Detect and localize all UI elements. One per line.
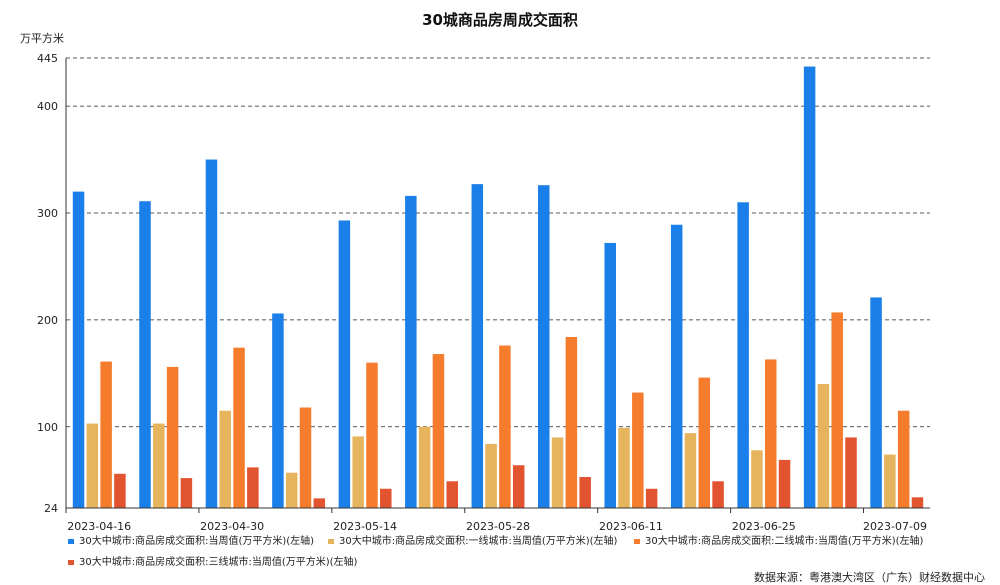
legend-swatch [634,539,640,544]
legend: 30大中城市:商品房成交面积:当周值(万平方米)(左轴) 30大中城市:商品房成交… [68,534,924,568]
bar-2023-04-30-s3 [233,347,245,508]
bar-2023-05-28-s3 [499,345,511,508]
bar-2023-07-09-s1 [870,297,882,508]
bar-2023-07-02-s4 [845,437,857,508]
x-tick-label: 2023-05-28 [466,520,530,533]
bar-2023-05-07-s2 [285,472,298,508]
bar-2023-05-14-s3 [366,362,378,508]
bar-2023-05-21-s1 [405,195,417,508]
bar-2023-05-21-s2 [418,426,431,508]
bar-2023-07-02-s2 [817,384,830,508]
x-tick-label: 2023-07-09 [863,520,927,533]
bar-2023-04-16-s3 [100,361,112,508]
x-tick-label: 2023-06-11 [599,520,663,533]
bar-2023-07-09-s2 [884,454,896,508]
x-tick-label: 2023-04-30 [200,520,264,533]
bar-2023-06-25-s3 [764,359,777,508]
legend-swatch [328,539,334,544]
y-axis-label: 万平方米 [20,31,64,45]
bar-2023-06-25-s1 [737,202,749,508]
x-tick-label: 2023-06-25 [732,520,796,533]
y-tick-label: 100 [37,421,58,434]
bar-2023-05-07-s4 [313,498,326,508]
axes: 2023-04-16 2023-04-30 2023-05-14 2023-05-28… [65,58,930,533]
legend-swatch [68,560,74,565]
bar-2023-06-25-s2 [751,450,763,508]
bar-2023-05-14-s4 [380,488,392,508]
chart-title: 30城商品房周成交面积 [422,11,578,29]
bar-2023-04-30-s1 [205,159,218,508]
legend-label: 30大中城市:商品房成交面积:三线城市:当周值(万平方米)(左轴) [79,555,358,568]
bar-2023-05-14-s2 [352,436,364,508]
bar-2023-07-02-s1 [803,66,816,508]
bars [72,66,924,508]
y-tick-label: 300 [37,207,58,220]
bar-2023-06-11-s1 [604,242,616,508]
bar-2023-04-30-s4 [247,467,259,508]
bar-2023-07-02-s3 [831,312,843,508]
legend-label: 30大中城市:商品房成交面积:一线城市:当周值(万平方米)(左轴) [339,534,618,547]
bar-2023-07-09-s4 [911,497,924,508]
bar-2023-05-28-s2 [485,443,497,508]
bar-2023-06-04-s3 [565,336,578,508]
bar-2023-07-09-s3 [897,410,910,508]
y-tick-label: 24 [44,502,58,515]
bar-2023-06-11-s2 [618,427,630,508]
bar-2023-05-28-s1 [471,184,484,508]
bar-2023-06-11-s3 [632,392,644,508]
bar-2023-05-07-s3 [299,407,312,508]
bar-2023-04-16-s1 [72,191,85,508]
bar-2023-05-21-s4 [446,481,458,508]
bar-2023-06-18-s2 [684,433,697,508]
bar-2023-06-18-s3 [698,377,711,508]
bar-2023-04-23-s1 [139,201,151,508]
bar-2023-06-25-s4 [778,459,791,508]
bar-2023-06-04-s1 [538,185,550,508]
y-tick-label: 445 [37,52,58,65]
x-tick-label: 2023-04-16 [67,520,131,533]
bar-2023-04-16-s4 [114,473,126,508]
bar-2023-04-23-s4 [180,478,193,508]
legend-label: 30大中城市:商品房成交面积:二线城市:当周值(万平方米)(左轴) [645,534,924,547]
bar-2023-05-21-s3 [432,354,445,508]
bar-2023-04-30-s2 [219,410,232,508]
bar-2023-06-18-s1 [670,224,683,508]
bar-2023-05-28-s4 [512,465,525,508]
legend-swatch [68,539,74,544]
bar-2023-05-07-s1 [272,313,284,508]
bar-2023-04-23-s3 [166,366,179,508]
y-tick-label: 200 [37,314,58,327]
source-note: 数据来源：粤港澳大湾区（广东）财经数据中心 [754,570,985,584]
bar-2023-06-18-s4 [712,481,724,508]
bar-2023-06-04-s2 [551,437,564,508]
bar-2023-06-04-s4 [579,477,591,508]
x-tick-label: 2023-05-14 [333,520,397,533]
bar-2023-06-11-s4 [645,488,658,508]
legend-label: 30大中城市:商品房成交面积:当周值(万平方米)(左轴) [79,534,314,547]
bar-2023-05-14-s1 [338,220,351,508]
bar-2023-04-23-s2 [153,423,165,508]
y-tick-label: 400 [37,100,58,113]
bar-2023-04-16-s2 [86,423,99,508]
